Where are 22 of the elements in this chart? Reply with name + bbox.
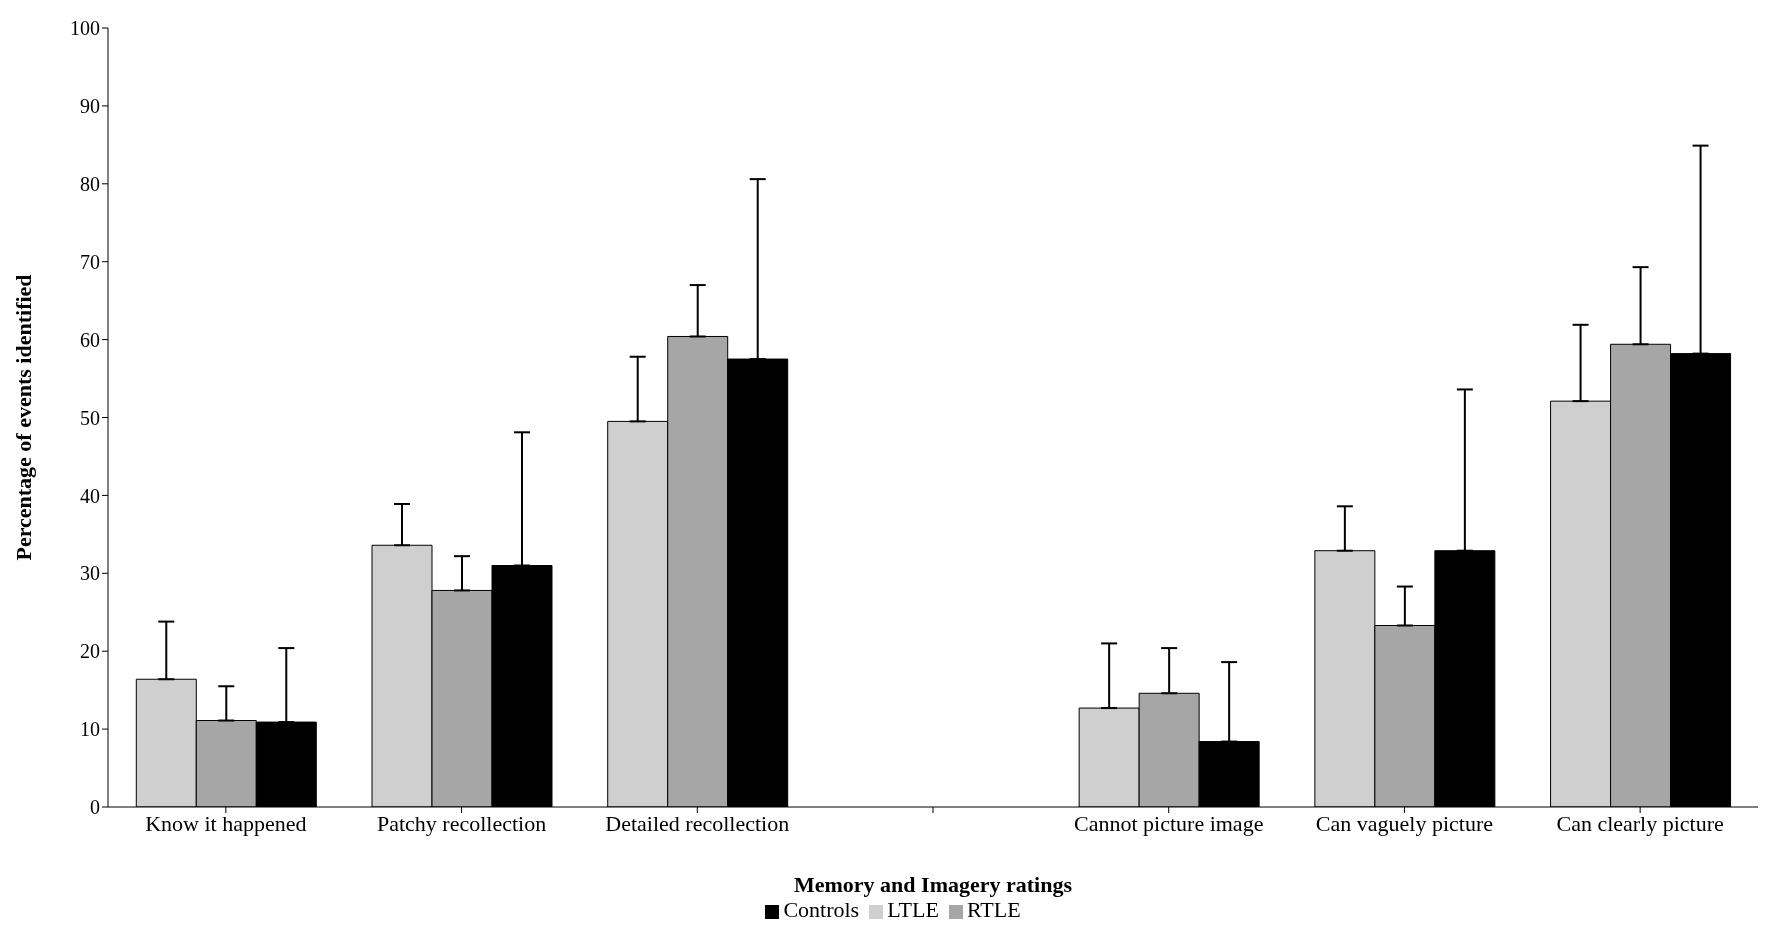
x-tick-label: Know it happened — [145, 810, 307, 836]
y-tick-label: 90 — [80, 95, 100, 117]
y-tick-label: 70 — [80, 250, 100, 273]
y-tick-label: 80 — [80, 172, 100, 195]
y-tick-label: 100 — [70, 17, 100, 40]
x-tick-label: Detailed recollection — [605, 810, 790, 836]
y-tick-label: 0 — [90, 796, 100, 819]
x-tick-label: Can clearly picture — [1556, 810, 1724, 836]
y-axis-title: Percentage of events identified — [10, 274, 36, 561]
y-tick-label: 60 — [80, 328, 100, 351]
legend-label: RTLE — [966, 897, 1021, 922]
x-axis-title: Memory and Imagery ratings — [793, 872, 1073, 897]
y-tick-label: 10 — [80, 718, 100, 741]
x-tick-label: Patchy recollection — [376, 810, 547, 836]
x-tick-label: Can vaguely picture — [1315, 810, 1494, 836]
y-tick-label: 50 — [80, 406, 100, 429]
y-tick-label: 30 — [80, 562, 100, 585]
legend-label: Controls — [783, 897, 860, 922]
x-tick-label: Cannot picture image — [1074, 810, 1264, 836]
y-tick-label: 20 — [80, 640, 100, 663]
legend-label: LTLE — [887, 897, 939, 922]
y-tick-label: 40 — [80, 484, 100, 507]
